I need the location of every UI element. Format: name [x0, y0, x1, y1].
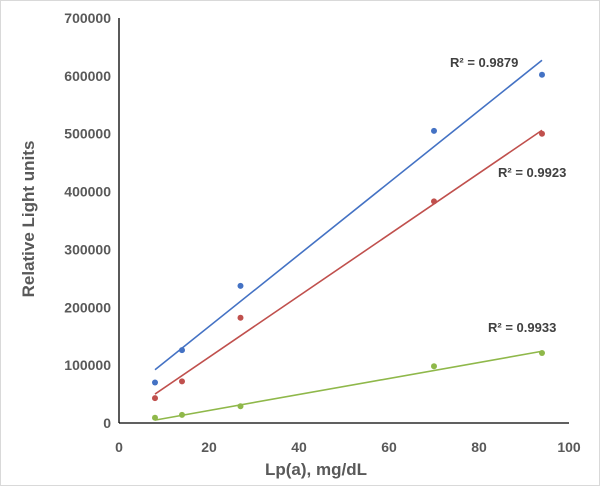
y-tick-label: 600000 [64, 68, 111, 84]
data-point [539, 71, 545, 78]
x-tick-label: 40 [291, 439, 307, 455]
data-point [431, 198, 437, 205]
data-point [152, 414, 158, 421]
data-point [179, 411, 185, 418]
data-point [539, 130, 545, 137]
y-tick-label: 0 [103, 415, 111, 431]
tick-labels: 0 100000 200000 300000 400000 500000 600000 700… [64, 10, 581, 455]
trendline-2 [154, 129, 543, 395]
data-point [179, 378, 185, 385]
x-tick-label: 100 [557, 439, 581, 455]
series-layer [152, 59, 545, 421]
y-tick-label: 500000 [64, 126, 111, 142]
y-tick-label: 700000 [64, 10, 111, 26]
x-tick-label: 20 [201, 439, 217, 455]
r2-label-1: R² = 0.9879 [450, 55, 518, 70]
data-point [179, 347, 185, 354]
data-point [237, 282, 244, 289]
data-point [237, 403, 244, 410]
x-axis-title: Lp(a), mg/dL [265, 460, 367, 479]
y-tick-label: 300000 [64, 241, 111, 257]
trendline-3 [154, 350, 543, 421]
r2-label-3: R² = 0.9933 [488, 320, 556, 335]
trendline-1 [154, 59, 543, 371]
data-point [431, 363, 437, 370]
y-axis-title: Relative Light units [19, 141, 38, 298]
data-point [431, 127, 437, 134]
y-tick-label: 400000 [64, 184, 111, 200]
series-1 [152, 59, 545, 386]
series-3 [152, 349, 545, 421]
series-2 [152, 129, 545, 402]
x-tick-label: 80 [471, 439, 487, 455]
data-point [152, 379, 158, 386]
data-point [539, 349, 545, 356]
x-tick-label: 0 [115, 439, 123, 455]
axes [118, 18, 569, 424]
r2-labels: R² = 0.9879 R² = 0.9923 R² = 0.9933 [450, 55, 566, 335]
y-tick-label: 100000 [64, 357, 111, 373]
y-tick-label: 200000 [64, 299, 111, 315]
r2-label-2: R² = 0.9923 [498, 165, 566, 180]
x-tick-label: 60 [381, 439, 397, 455]
data-point [237, 314, 244, 321]
data-point [152, 395, 158, 402]
